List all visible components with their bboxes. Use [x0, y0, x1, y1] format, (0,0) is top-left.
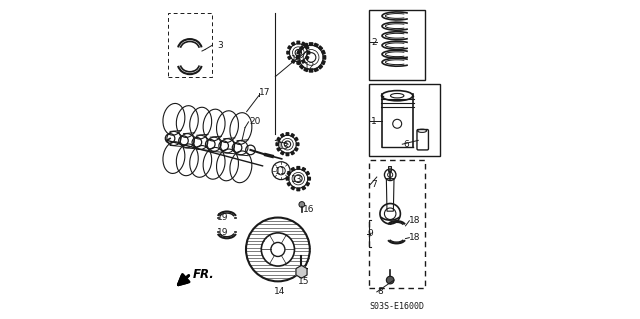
Polygon shape	[287, 171, 291, 175]
Circle shape	[299, 202, 305, 207]
Text: S03S-E1600D: S03S-E1600D	[370, 302, 425, 311]
Polygon shape	[306, 182, 310, 186]
Polygon shape	[297, 50, 301, 54]
Polygon shape	[280, 151, 284, 155]
Polygon shape	[304, 43, 308, 47]
Text: 18: 18	[410, 233, 421, 242]
Text: 18: 18	[410, 216, 421, 225]
Polygon shape	[302, 167, 305, 171]
Text: 15: 15	[298, 277, 309, 286]
Text: 6: 6	[403, 140, 409, 149]
Polygon shape	[319, 65, 323, 69]
Bar	[369, 160, 425, 288]
Polygon shape	[319, 46, 323, 50]
Polygon shape	[308, 177, 310, 180]
Polygon shape	[322, 50, 325, 54]
Bar	[369, 84, 440, 156]
Polygon shape	[291, 60, 295, 63]
Polygon shape	[297, 41, 300, 44]
Text: 9: 9	[367, 229, 373, 238]
Text: 1: 1	[371, 117, 377, 126]
Polygon shape	[287, 51, 289, 54]
Polygon shape	[314, 68, 318, 71]
Polygon shape	[291, 151, 294, 155]
Polygon shape	[294, 148, 298, 151]
Polygon shape	[277, 148, 280, 151]
Text: 11: 11	[275, 167, 286, 176]
Polygon shape	[302, 186, 305, 190]
Circle shape	[387, 276, 394, 284]
Text: 13: 13	[291, 55, 303, 63]
Polygon shape	[291, 186, 294, 190]
Polygon shape	[297, 62, 300, 64]
Text: 3: 3	[218, 41, 223, 50]
Polygon shape	[286, 133, 289, 135]
Polygon shape	[291, 167, 294, 171]
Polygon shape	[323, 56, 326, 59]
Polygon shape	[322, 61, 325, 65]
Polygon shape	[286, 177, 289, 180]
FancyBboxPatch shape	[388, 166, 392, 171]
Text: 13: 13	[278, 142, 289, 151]
Polygon shape	[277, 137, 280, 141]
Polygon shape	[300, 65, 303, 69]
Text: 19: 19	[218, 213, 228, 222]
Polygon shape	[291, 42, 295, 46]
Text: 2: 2	[371, 38, 377, 47]
Polygon shape	[305, 56, 309, 60]
Polygon shape	[302, 60, 305, 63]
Polygon shape	[288, 56, 291, 60]
Bar	[369, 10, 425, 80]
Polygon shape	[296, 265, 307, 278]
Text: 16: 16	[303, 205, 314, 214]
Text: 19: 19	[218, 228, 228, 237]
Text: 8: 8	[378, 287, 383, 296]
Polygon shape	[314, 43, 318, 47]
Text: 14: 14	[274, 287, 285, 296]
Polygon shape	[305, 46, 309, 49]
Polygon shape	[288, 46, 291, 49]
Polygon shape	[304, 68, 308, 71]
Text: FR.: FR.	[193, 269, 214, 281]
Polygon shape	[297, 61, 301, 65]
Polygon shape	[294, 137, 298, 141]
Polygon shape	[300, 46, 303, 50]
Polygon shape	[307, 51, 310, 54]
Polygon shape	[296, 56, 299, 59]
Text: 20: 20	[249, 117, 260, 126]
Text: 17: 17	[259, 88, 271, 97]
Polygon shape	[297, 188, 300, 191]
Polygon shape	[306, 171, 310, 175]
Polygon shape	[302, 42, 305, 46]
Polygon shape	[287, 182, 291, 186]
Polygon shape	[309, 70, 313, 72]
Polygon shape	[296, 143, 299, 145]
Text: 13: 13	[291, 175, 303, 184]
Polygon shape	[280, 134, 284, 137]
Polygon shape	[297, 167, 300, 169]
Polygon shape	[309, 43, 313, 45]
Text: 7: 7	[371, 180, 377, 189]
Text: 12: 12	[304, 63, 316, 71]
Polygon shape	[286, 153, 289, 156]
Polygon shape	[291, 134, 294, 137]
Polygon shape	[276, 143, 278, 145]
